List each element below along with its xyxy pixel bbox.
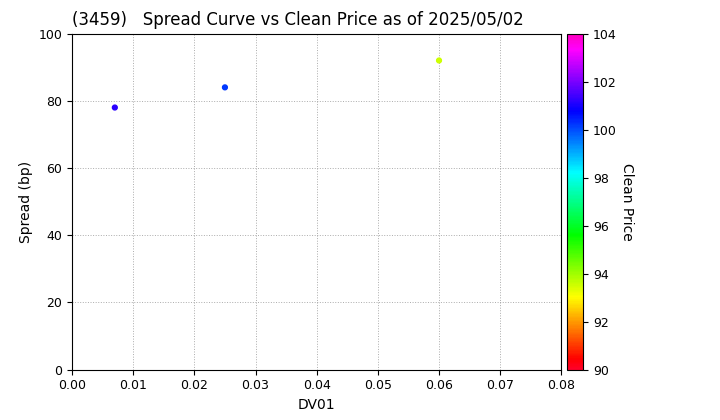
Y-axis label: Spread (bp): Spread (bp) [19,160,33,243]
Point [433,57,445,64]
Text: (3459)   Spread Curve vs Clean Price as of 2025/05/02: (3459) Spread Curve vs Clean Price as of… [72,11,523,29]
Y-axis label: Clean Price: Clean Price [620,163,634,241]
X-axis label: DV01: DV01 [298,398,336,412]
Point [109,104,120,111]
Point [219,84,230,91]
